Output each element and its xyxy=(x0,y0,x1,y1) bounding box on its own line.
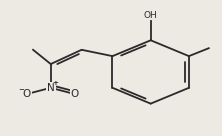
Text: O: O xyxy=(22,89,31,99)
Text: −: − xyxy=(18,87,24,93)
Text: N: N xyxy=(47,83,55,93)
Text: OH: OH xyxy=(144,11,158,20)
Text: +: + xyxy=(53,80,59,86)
Text: O: O xyxy=(71,89,79,99)
